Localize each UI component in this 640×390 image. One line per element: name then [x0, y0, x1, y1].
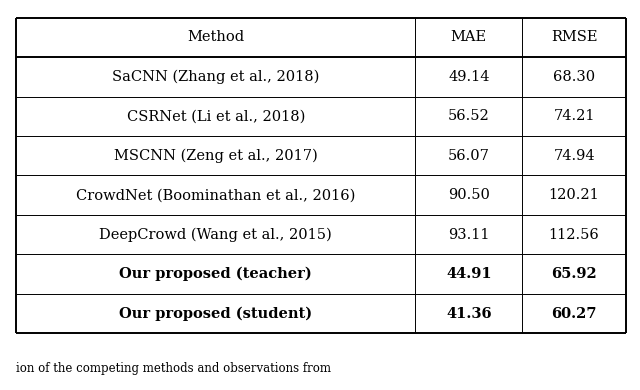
Text: 120.21: 120.21	[548, 188, 600, 202]
Text: Method: Method	[187, 30, 244, 44]
Text: MAE: MAE	[451, 30, 487, 44]
Text: CrowdNet (Boominathan et al., 2016): CrowdNet (Boominathan et al., 2016)	[76, 188, 355, 202]
Text: 74.94: 74.94	[553, 149, 595, 163]
Text: 56.07: 56.07	[448, 149, 490, 163]
Text: 90.50: 90.50	[448, 188, 490, 202]
Text: ion of the competing methods and observations from: ion of the competing methods and observa…	[16, 362, 331, 375]
Text: 93.11: 93.11	[448, 228, 490, 242]
Text: MSCNN (Zeng et al., 2017): MSCNN (Zeng et al., 2017)	[114, 149, 317, 163]
Text: 65.92: 65.92	[551, 267, 597, 281]
Text: SaCNN (Zhang et al., 2018): SaCNN (Zhang et al., 2018)	[112, 69, 319, 84]
Text: 49.14: 49.14	[448, 70, 490, 84]
Text: 68.30: 68.30	[553, 70, 595, 84]
Text: Our proposed (student): Our proposed (student)	[119, 307, 312, 321]
Text: Our proposed (teacher): Our proposed (teacher)	[120, 267, 312, 282]
Text: 44.91: 44.91	[446, 267, 492, 281]
Text: DeepCrowd (Wang et al., 2015): DeepCrowd (Wang et al., 2015)	[99, 227, 332, 242]
Text: RMSE: RMSE	[551, 30, 597, 44]
Text: 112.56: 112.56	[548, 228, 600, 242]
Text: 56.52: 56.52	[448, 109, 490, 123]
Text: 41.36: 41.36	[446, 307, 492, 321]
Text: CSRNet (Li et al., 2018): CSRNet (Li et al., 2018)	[127, 109, 305, 123]
Text: 60.27: 60.27	[551, 307, 597, 321]
Text: 74.21: 74.21	[554, 109, 595, 123]
